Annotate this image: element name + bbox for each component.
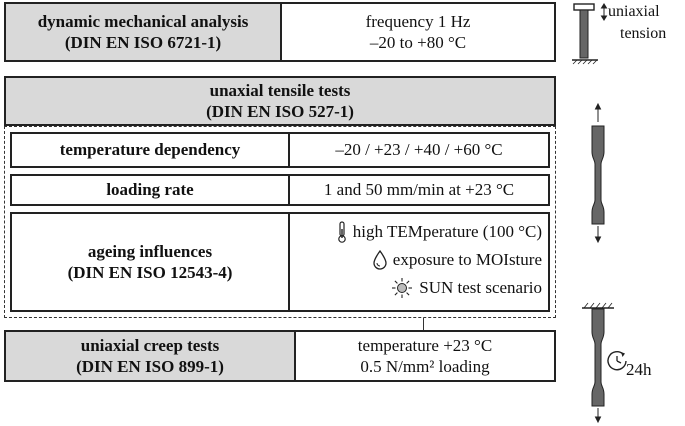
tensile-group-dashed [4, 126, 556, 318]
creep-divider [294, 332, 296, 380]
ageing-item-moisture: exposure to MOIsture [290, 248, 542, 272]
ageing-item-temperature-text: high TEMperature (100 °C) [352, 222, 542, 241]
tensile-title: unaxial tensile tests [209, 80, 351, 100]
creep-title-cell: uniaxial creep tests (DIN EN ISO 899-1) [6, 332, 294, 380]
droplet-icon [373, 249, 387, 270]
creep-loading: 0.5 N/mm² loading [360, 357, 490, 376]
creep-params-cell: temperature +23 °C 0.5 N/mm² loading [296, 332, 554, 380]
ageing-label: ageing influences [87, 241, 213, 261]
duration-label: 24h [626, 360, 652, 379]
temperature-dependency-box: temperature dependency –20 / +23 / +40 /… [10, 132, 550, 168]
dma-box: dynamic mechanical analysis (DIN EN ISO … [4, 2, 556, 62]
tensile-specimen-icon [591, 102, 605, 244]
creep-temperature: temperature +23 °C [357, 335, 493, 355]
creep-title: uniaxial creep tests [80, 335, 220, 355]
ageing-label-cell: ageing influences (DIN EN ISO 12543-4) [12, 214, 288, 310]
ageing-item-temperature: high TEMperature (100 °C) [290, 220, 542, 244]
uniaxial-label: uniaxial [608, 3, 660, 20]
tensile-standard: (DIN EN ISO 527-1) [206, 102, 354, 121]
dma-title-cell: dynamic mechanical analysis (DIN EN ISO … [6, 4, 280, 60]
temperature-dependency-label: temperature dependency [59, 140, 241, 160]
ageing-items: high TEMperature (100 °C) exposure to MO… [290, 220, 542, 300]
dma-title: dynamic mechanical analysis [37, 11, 249, 31]
creep-box: uniaxial creep tests (DIN EN ISO 899-1) … [4, 330, 556, 382]
ageing-item-sun: SUN test scenario [290, 276, 542, 300]
loading-divider [288, 176, 290, 204]
connector-line [423, 318, 424, 330]
dma-standard: (DIN EN ISO 6721-1) [64, 33, 222, 52]
dma-specimen-icon [572, 3, 608, 65]
dma-temperature-range: –20 to +80 °C [369, 33, 467, 52]
ageing-box: ageing influences (DIN EN ISO 12543-4) h… [10, 212, 550, 312]
tensile-header-box: unaxial tensile tests (DIN EN ISO 527-1) [4, 76, 556, 126]
tension-label: tension [620, 25, 667, 42]
sun-icon [392, 278, 413, 298]
ageing-divider [288, 214, 290, 310]
temperature-divider [288, 134, 290, 166]
dma-divider [280, 4, 282, 60]
creep-standard: (DIN EN ISO 899-1) [76, 357, 224, 376]
ageing-item-moisture-text: exposure to MOIsture [392, 250, 542, 269]
loading-rate-label: loading rate [106, 180, 194, 200]
creep-specimen-icon [582, 302, 614, 424]
ageing-item-sun-text: SUN test scenario [419, 278, 542, 297]
dma-params-cell: frequency 1 Hz –20 to +80 °C [282, 4, 554, 60]
tensile-header-cell: unaxial tensile tests (DIN EN ISO 527-1) [6, 78, 554, 124]
loading-rate-value: 1 and 50 mm/min at +23 °C [323, 180, 515, 200]
temperature-dependency-value: –20 / +23 / +40 / +60 °C [335, 140, 503, 160]
dma-frequency: frequency 1 Hz [365, 11, 471, 31]
loading-rate-box: loading rate 1 and 50 mm/min at +23 °C [10, 174, 550, 206]
clock-icon [607, 351, 627, 371]
ageing-standard: (DIN EN ISO 12543-4) [67, 263, 233, 282]
thermometer-icon [337, 221, 346, 243]
